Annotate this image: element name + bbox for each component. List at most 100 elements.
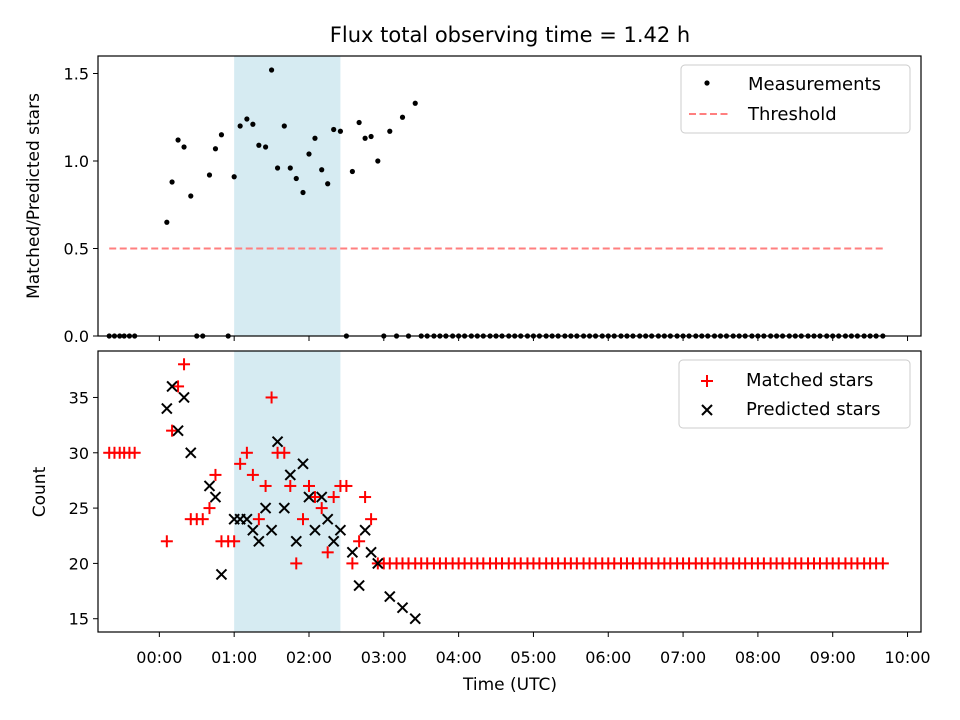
predicted-star-point [346, 546, 359, 559]
xtick-label: 04:00 [436, 648, 482, 667]
measurement-point [319, 167, 325, 173]
matched-star-point [178, 358, 191, 371]
matched-star-point [284, 479, 297, 492]
top-ylabel: Matched/Predicted stars [24, 93, 44, 299]
predicted-star-point [303, 491, 315, 503]
predicted-star-point [178, 391, 190, 404]
predicted-star-point [409, 613, 421, 625]
matched-star-point [365, 513, 378, 526]
matched-star-point [315, 502, 328, 515]
predicted-star-point [166, 380, 178, 393]
matched-star-point [278, 446, 291, 459]
measurement-point [274, 165, 281, 171]
top-panel: 0.0 0.5 1.0 1.5 Matched/Predicted stars Mea… [24, 55, 922, 346]
matched-star-point [308, 491, 321, 504]
bottom-ylabel: Count [30, 466, 50, 517]
xtick-label: 06:00 [585, 648, 631, 667]
xtick-label: 10:00 [884, 648, 930, 667]
bottom-ytick-label: 35 [69, 388, 89, 407]
measurement-point [218, 132, 225, 138]
matched-star-point [259, 479, 272, 492]
measurement-point [331, 126, 337, 133]
observing-span [234, 56, 341, 336]
top-ytick-label: 0.5 [64, 240, 89, 259]
matched-star-point [240, 446, 253, 459]
measurement-point [375, 158, 381, 164]
legend-measurements-label: Measurements [748, 74, 881, 95]
matched-star-point [228, 535, 241, 548]
observing-span [234, 351, 341, 632]
matched-star-point [327, 491, 340, 504]
predicted-star-point [241, 513, 253, 525]
measurement-point [300, 189, 306, 196]
measurement-point [287, 165, 293, 171]
measurement-point [356, 119, 362, 126]
measurement-point [169, 179, 175, 185]
matched-star-point [359, 491, 372, 504]
matched-star-point [265, 391, 278, 404]
measurement-point [237, 123, 243, 129]
predicted-star-point [284, 469, 296, 481]
bottom-ytick-label: 15 [69, 610, 89, 629]
matched-star-point [321, 546, 334, 559]
matched-star-point [246, 468, 259, 481]
predicted-star-point [315, 491, 328, 503]
predicted-star-point [209, 491, 222, 503]
matched-star-point [252, 513, 265, 526]
xtick-label: 01:00 [211, 648, 257, 667]
bottom-ytick-label: 20 [69, 554, 89, 573]
predicted-star-point [396, 601, 409, 614]
predicted-star-point [172, 424, 184, 437]
bottom-axes-frame [97, 350, 922, 633]
predicted-star-point [265, 524, 278, 536]
legend-matched-label: Matched stars [746, 370, 873, 391]
measurement-point [256, 142, 262, 148]
predicted-star-point [259, 502, 272, 514]
top-legend: Measurements Threshold [680, 64, 911, 134]
predicted-star-point [359, 524, 371, 536]
matched-star-point [340, 479, 353, 492]
legend-predicted-marker [701, 404, 713, 416]
measurement-point [399, 114, 406, 120]
measurement-point [212, 146, 219, 152]
x-axis-label: Time (UTC) [462, 675, 557, 695]
bottom-ytick-label: 30 [69, 444, 89, 463]
matched-star-point [209, 468, 222, 481]
measurement-point [175, 137, 181, 143]
xtick-label: 09:00 [810, 648, 856, 667]
measurement-point [250, 121, 256, 127]
xtick-label: 07:00 [660, 648, 706, 667]
measurement-point [281, 123, 287, 129]
predicted-star-point [253, 535, 265, 547]
xtick-label: 05:00 [510, 648, 556, 667]
top-ytick-label: 1.0 [64, 152, 89, 171]
predicted-star-point [271, 436, 284, 448]
matched-star-point [160, 535, 173, 548]
measurement-point [181, 144, 187, 150]
measurement-point [337, 128, 344, 134]
predicted-star-point [278, 502, 291, 514]
xtick-label: 03:00 [361, 648, 407, 667]
matched-star-point [128, 446, 141, 459]
chart-title: Flux total observing time = 1.42 h [330, 23, 690, 47]
predicted-star-point [185, 447, 197, 459]
predicted-star-point [365, 546, 377, 559]
predicted-star-point [321, 513, 334, 525]
measurement-point [244, 116, 250, 122]
predicted-star-point [161, 402, 173, 415]
measurement-point [188, 193, 194, 199]
predicted-star-point [334, 524, 347, 536]
top-ytick-label: 0.0 [64, 327, 89, 346]
legend-predicted-label: Predicted stars [746, 399, 880, 420]
measurement-point [325, 181, 331, 187]
measurement-point [164, 219, 170, 225]
xtick-label: 08:00 [735, 648, 781, 667]
xtick-label: 02:00 [286, 648, 332, 667]
measurement-point [387, 128, 393, 134]
matched-star-point [876, 557, 889, 570]
matched-star-point [346, 557, 359, 570]
measurement-point [362, 135, 368, 141]
predicted-star-point [247, 524, 259, 536]
measurement-point [231, 174, 237, 180]
